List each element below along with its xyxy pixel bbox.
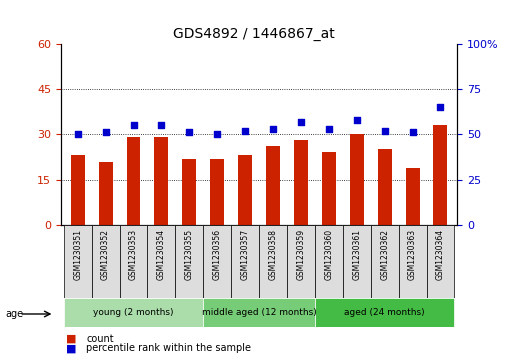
FancyBboxPatch shape xyxy=(147,225,175,298)
Text: GSM1230363: GSM1230363 xyxy=(408,229,417,280)
Text: young (2 months): young (2 months) xyxy=(93,308,174,317)
Bar xyxy=(126,137,141,225)
Point xyxy=(74,131,82,137)
Bar xyxy=(71,155,85,225)
Point xyxy=(185,130,194,135)
FancyBboxPatch shape xyxy=(343,225,371,298)
FancyBboxPatch shape xyxy=(64,225,91,298)
Bar xyxy=(154,137,168,225)
Text: GSM1230354: GSM1230354 xyxy=(157,229,166,280)
Point xyxy=(353,117,361,123)
Point xyxy=(408,130,417,135)
Text: GSM1230364: GSM1230364 xyxy=(436,229,445,280)
FancyBboxPatch shape xyxy=(231,225,259,298)
FancyBboxPatch shape xyxy=(64,298,203,327)
Text: count: count xyxy=(86,334,114,344)
FancyBboxPatch shape xyxy=(371,225,399,298)
FancyBboxPatch shape xyxy=(91,225,119,298)
Text: GSM1230355: GSM1230355 xyxy=(185,229,194,280)
Bar xyxy=(266,146,280,225)
Bar xyxy=(350,134,364,225)
Text: GSM1230361: GSM1230361 xyxy=(352,229,361,280)
Text: ■: ■ xyxy=(66,343,77,354)
Text: GSM1230353: GSM1230353 xyxy=(129,229,138,280)
Text: GSM1230358: GSM1230358 xyxy=(269,229,277,280)
Text: percentile rank within the sample: percentile rank within the sample xyxy=(86,343,251,354)
Text: aged (24 months): aged (24 months) xyxy=(344,308,425,317)
FancyBboxPatch shape xyxy=(287,225,315,298)
Point xyxy=(436,104,444,110)
FancyBboxPatch shape xyxy=(315,225,343,298)
Point xyxy=(297,119,305,125)
FancyBboxPatch shape xyxy=(203,298,315,327)
Point xyxy=(325,126,333,132)
Text: GSM1230357: GSM1230357 xyxy=(241,229,249,280)
FancyBboxPatch shape xyxy=(259,225,287,298)
Bar xyxy=(405,168,420,225)
Text: ■: ■ xyxy=(66,334,77,344)
Text: age: age xyxy=(5,309,23,319)
Text: GSM1230362: GSM1230362 xyxy=(380,229,389,280)
Bar xyxy=(99,162,113,225)
Point xyxy=(269,126,277,132)
Bar xyxy=(182,159,196,225)
Text: GSM1230356: GSM1230356 xyxy=(213,229,221,280)
Point xyxy=(102,130,110,135)
Bar xyxy=(377,150,392,225)
Point xyxy=(241,128,249,134)
FancyBboxPatch shape xyxy=(399,225,427,298)
Point xyxy=(157,122,166,128)
Point xyxy=(213,131,221,137)
FancyBboxPatch shape xyxy=(315,298,455,327)
Bar xyxy=(433,125,448,225)
Bar xyxy=(294,140,308,225)
FancyBboxPatch shape xyxy=(119,225,147,298)
Bar xyxy=(210,159,224,225)
FancyBboxPatch shape xyxy=(175,225,203,298)
Point xyxy=(130,122,138,128)
FancyBboxPatch shape xyxy=(427,225,455,298)
Text: middle aged (12 months): middle aged (12 months) xyxy=(202,308,316,317)
Text: GSM1230352: GSM1230352 xyxy=(101,229,110,280)
Point xyxy=(380,128,389,134)
Text: GSM1230360: GSM1230360 xyxy=(324,229,333,280)
Text: GSM1230351: GSM1230351 xyxy=(73,229,82,280)
Bar xyxy=(238,155,252,225)
Text: GDS4892 / 1446867_at: GDS4892 / 1446867_at xyxy=(173,27,335,41)
FancyBboxPatch shape xyxy=(203,225,231,298)
Text: GSM1230359: GSM1230359 xyxy=(297,229,305,280)
Bar xyxy=(322,152,336,225)
